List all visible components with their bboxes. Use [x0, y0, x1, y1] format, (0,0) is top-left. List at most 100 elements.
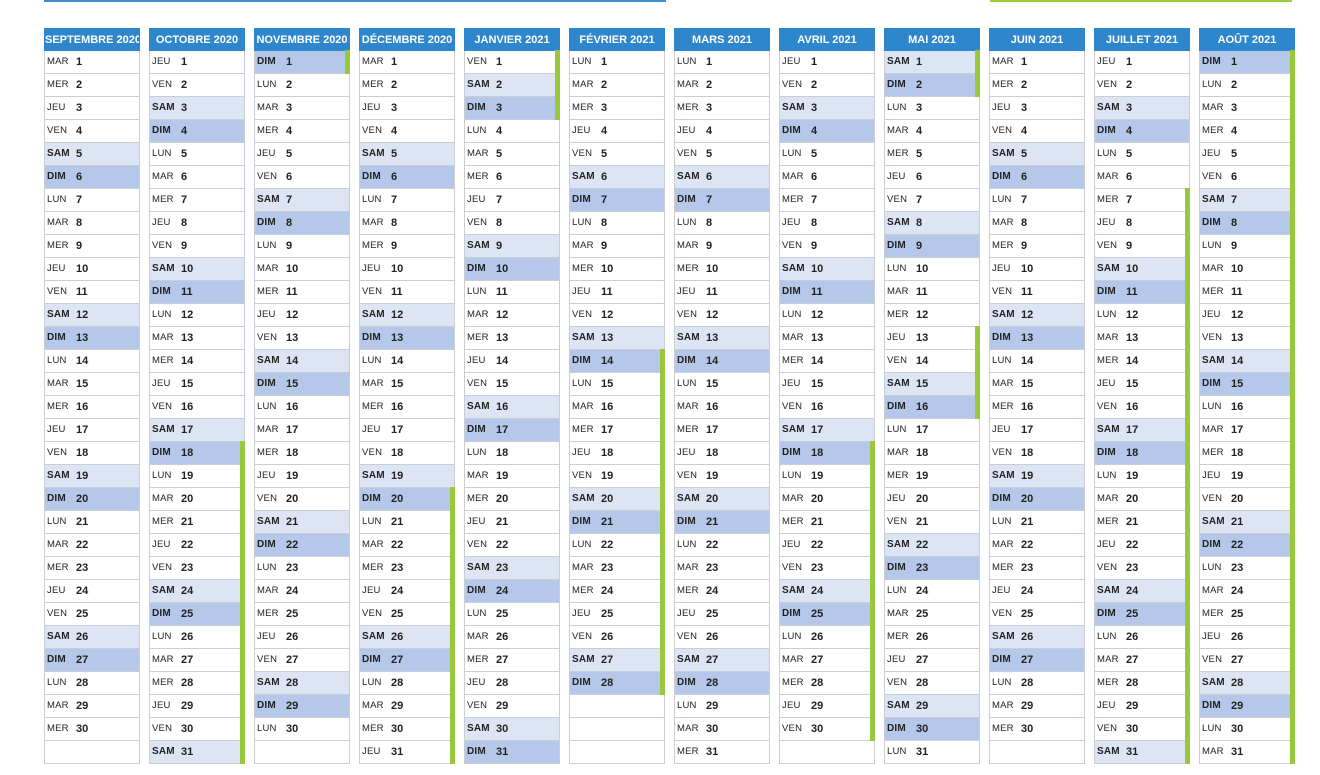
- weekday-label: LUN: [887, 585, 907, 596]
- day-number: 1: [76, 56, 83, 68]
- day-cell: DIM 1: [254, 50, 350, 74]
- day-cell: DIM 14: [569, 349, 665, 373]
- day-number: 21: [391, 516, 404, 528]
- weekday-label: SAM: [782, 263, 805, 274]
- day-cell: DIM 1: [1199, 50, 1295, 74]
- day-cell: SAM 30: [464, 718, 560, 741]
- weekday-label: DIM: [152, 286, 171, 297]
- month-header: FÉVRIER 2021: [569, 28, 665, 51]
- day-cell: SAM 31: [149, 740, 245, 764]
- weekday-label: JEU: [887, 332, 906, 343]
- day-number: 16: [1021, 401, 1034, 413]
- weekday-label: LUN: [152, 309, 172, 320]
- day-cell: DIM 14: [674, 350, 770, 373]
- weekday-label: JEU: [782, 700, 801, 711]
- day-cell: MAR 5: [464, 143, 560, 166]
- day-number: 29: [1126, 700, 1139, 712]
- day-number: 17: [181, 424, 194, 436]
- day-cell: DIM 18: [1094, 441, 1190, 465]
- day-cell: DIM 4: [1094, 120, 1190, 143]
- day-cell: DIM 11: [779, 281, 875, 304]
- month-header: MARS 2021: [674, 28, 770, 51]
- weekday-label: MAR: [1202, 263, 1224, 274]
- day-number: 11: [286, 286, 298, 298]
- weekday-label: VEN: [1097, 79, 1118, 90]
- day-number: 9: [601, 240, 608, 252]
- weekday-label: JEU: [887, 654, 906, 665]
- weekday-label: JEU: [152, 700, 171, 711]
- day-number: 7: [916, 194, 923, 206]
- day-cell: MAR 10: [254, 258, 350, 281]
- weekday-label: LUN: [782, 309, 802, 320]
- weekday-label: MAR: [362, 539, 384, 550]
- weekday-label: MER: [362, 79, 384, 90]
- day-number: 25: [76, 608, 89, 620]
- weekday-label: LUN: [1202, 401, 1222, 412]
- day-number: 9: [76, 240, 83, 252]
- day-number: 13: [1126, 332, 1139, 344]
- weekday-label: SAM: [467, 723, 490, 734]
- day-cell: MER 2: [359, 74, 455, 97]
- day-cell: SAM 12: [989, 304, 1085, 327]
- day-cell: LUN 21: [989, 511, 1085, 534]
- day-number: 4: [916, 125, 923, 137]
- day-number: 28: [496, 677, 509, 689]
- day-cell: JEU 10: [359, 258, 455, 281]
- weekday-label: LUN: [677, 217, 697, 228]
- weekday-label: DIM: [992, 493, 1011, 504]
- day-cell: DIM 7: [569, 189, 665, 212]
- day-cell: VEN 2: [779, 74, 875, 97]
- day-cell: MAR 27: [149, 648, 245, 672]
- day-cell: SAM 14: [1199, 349, 1295, 373]
- day-number: 26: [706, 631, 719, 643]
- day-cell: SAM 3: [149, 97, 245, 120]
- weekday-label: SAM: [467, 79, 490, 90]
- day-cell: VEN 27: [1199, 648, 1295, 672]
- weekday-label: MER: [782, 355, 804, 366]
- weekday-label: MER: [992, 562, 1014, 573]
- day-cell: MER 9: [44, 235, 140, 258]
- day-cell: MAR 6: [1094, 166, 1190, 189]
- weekday-label: SAM: [467, 240, 490, 251]
- day-cell: SAM 13: [569, 327, 665, 350]
- weekday-label: LUN: [47, 677, 67, 688]
- day-cell: DIM 25: [779, 602, 875, 626]
- day-number: 26: [391, 631, 404, 643]
- day-cell: LUN 22: [674, 534, 770, 557]
- weekday-label: MER: [362, 723, 384, 734]
- weekday-label: LUN: [782, 631, 802, 642]
- day-cell: JEU 19: [254, 465, 350, 488]
- weekday-label: MAR: [47, 539, 69, 550]
- weekday-label: JEU: [887, 493, 906, 504]
- empty-cell: [44, 741, 140, 764]
- day-number: 9: [706, 240, 713, 252]
- day-number: 31: [1231, 746, 1244, 758]
- weekday-label: VEN: [467, 56, 488, 67]
- weekday-label: MAR: [782, 332, 804, 343]
- day-cell: DIM 25: [149, 602, 245, 626]
- day-number: 20: [181, 493, 194, 505]
- day-number: 3: [391, 102, 398, 114]
- day-cell: MER 10: [569, 258, 665, 281]
- weekday-label: LUN: [152, 148, 172, 159]
- month-header: OCTOBRE 2020: [149, 28, 245, 51]
- day-number: 4: [1231, 125, 1238, 137]
- weekday-label: DIM: [362, 493, 381, 504]
- day-cell: VEN 4: [44, 120, 140, 143]
- day-number: 24: [601, 585, 614, 597]
- weekday-label: DIM: [1202, 700, 1221, 711]
- weekday-label: LUN: [257, 401, 277, 412]
- day-cell: MER 28: [1094, 671, 1190, 695]
- weekday-label: LUN: [887, 746, 907, 757]
- weekday-label: DIM: [1202, 539, 1221, 550]
- day-cell: DIM 2: [884, 73, 980, 97]
- day-cell: DIM 24: [464, 580, 560, 603]
- day-number: 7: [181, 194, 188, 206]
- day-number: 27: [181, 654, 194, 666]
- weekday-label: SAM: [887, 217, 910, 228]
- day-cell: JEU 3: [989, 97, 1085, 120]
- day-cell: SAM 3: [779, 97, 875, 120]
- day-number: 26: [1231, 631, 1244, 643]
- day-number: 31: [916, 746, 929, 758]
- day-cell: JEU 8: [149, 212, 245, 235]
